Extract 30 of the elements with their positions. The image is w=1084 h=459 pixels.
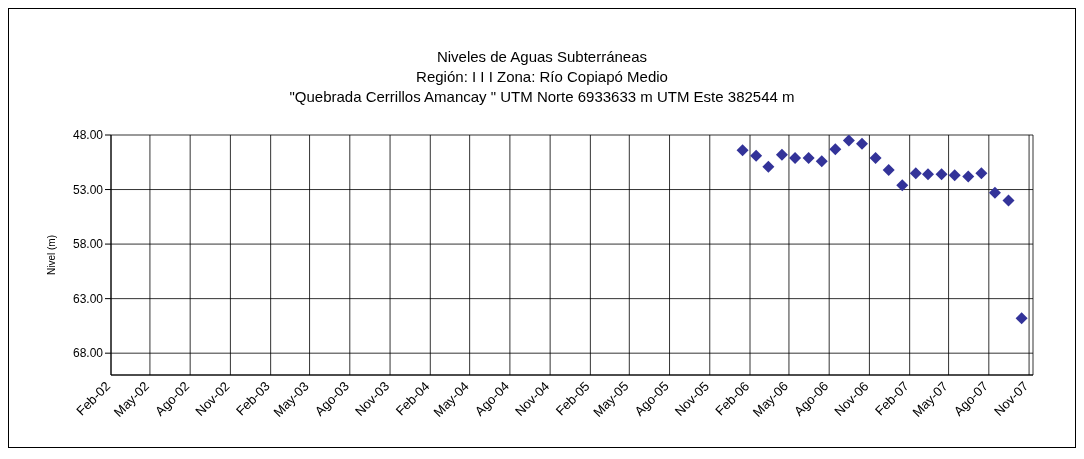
point [855,137,868,150]
chart-title: Niveles de Aguas Subterráneas [435,47,649,67]
y-tick-label: 68.00 [72,346,104,361]
point [988,186,1001,199]
chart-subtitle: Región: I I I Zona: Río Copiapó Medio "Quebrada Cerrillos Amancay " UTM Norte 6933633 m UTM Este 382544 m [288,67,796,107]
point [909,167,922,180]
y-tick-label: 53.00 [72,182,104,197]
point [1002,194,1015,207]
point [750,149,763,162]
point [829,143,842,156]
point [775,148,788,161]
point [762,160,775,173]
point [736,144,749,157]
point [1015,312,1028,325]
point [815,155,828,168]
point [802,151,815,164]
y-tick-label: 63.00 [72,291,104,306]
y-axis-title: Nivel (m) [45,235,57,275]
point [975,167,988,180]
point [882,163,895,176]
y-tick-label: 58.00 [72,237,104,252]
point [842,135,855,147]
point [962,170,975,183]
point [896,179,909,192]
point [869,151,882,164]
point [935,168,948,181]
y-tick-label: 48.00 [72,128,104,143]
point [922,168,935,181]
point [948,169,961,182]
point [789,151,802,164]
